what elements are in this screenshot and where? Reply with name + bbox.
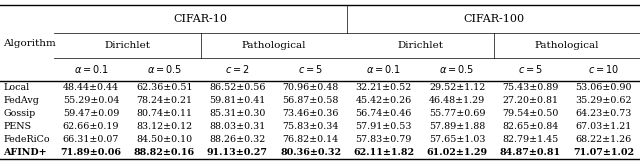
Text: 62.66±0.19: 62.66±0.19 xyxy=(63,122,119,131)
Text: 85.31±0.30: 85.31±0.30 xyxy=(209,109,266,118)
Text: Algorithm: Algorithm xyxy=(3,39,56,48)
Text: PENS: PENS xyxy=(3,122,31,131)
Text: 66.31±0.07: 66.31±0.07 xyxy=(63,135,119,144)
Text: 86.52±0.56: 86.52±0.56 xyxy=(209,83,266,93)
Text: 57.65±1.03: 57.65±1.03 xyxy=(429,135,485,144)
Text: 84.87±0.81: 84.87±0.81 xyxy=(500,148,561,157)
Text: 82.79±1.45: 82.79±1.45 xyxy=(502,135,558,144)
Text: 73.46±0.36: 73.46±0.36 xyxy=(282,109,339,118)
Text: 45.42±0.26: 45.42±0.26 xyxy=(356,96,412,105)
Text: 55.29±0.04: 55.29±0.04 xyxy=(63,96,119,105)
Text: 61.02±1.29: 61.02±1.29 xyxy=(426,148,488,157)
Text: $α = 0.5$: $α = 0.5$ xyxy=(147,64,182,75)
Text: 48.44±0.44: 48.44±0.44 xyxy=(63,83,119,93)
Text: FedeRiCo: FedeRiCo xyxy=(3,135,50,144)
Text: $c = 5$: $c = 5$ xyxy=(518,64,543,75)
Text: Dirichlet: Dirichlet xyxy=(397,41,444,50)
Text: FedAvg: FedAvg xyxy=(3,96,39,105)
Text: 70.96±0.48: 70.96±0.48 xyxy=(282,83,339,93)
Text: 71.07±1.02: 71.07±1.02 xyxy=(573,148,634,157)
Text: 62.11±1.82: 62.11±1.82 xyxy=(353,148,414,157)
Text: 71.89±0.06: 71.89±0.06 xyxy=(61,148,122,157)
Text: Dirichlet: Dirichlet xyxy=(104,41,150,50)
Text: $α = 0.5$: $α = 0.5$ xyxy=(440,64,474,75)
Text: 56.87±0.58: 56.87±0.58 xyxy=(282,96,339,105)
Text: AFIND+: AFIND+ xyxy=(3,148,47,157)
Text: 79.54±0.50: 79.54±0.50 xyxy=(502,109,558,118)
Text: CIFAR-100: CIFAR-100 xyxy=(463,14,524,24)
Text: Gossip: Gossip xyxy=(3,109,35,118)
Text: 84.50±0.10: 84.50±0.10 xyxy=(136,135,192,144)
Text: 64.23±0.73: 64.23±0.73 xyxy=(575,109,632,118)
Text: $c = 2$: $c = 2$ xyxy=(225,64,250,75)
Text: 80.36±0.32: 80.36±0.32 xyxy=(280,148,341,157)
Text: 75.83±0.34: 75.83±0.34 xyxy=(282,122,339,131)
Text: 82.65±0.84: 82.65±0.84 xyxy=(502,122,558,131)
Text: 88.03±0.31: 88.03±0.31 xyxy=(209,122,266,131)
Text: 32.21±0.52: 32.21±0.52 xyxy=(356,83,412,93)
Text: 83.12±0.12: 83.12±0.12 xyxy=(136,122,192,131)
Text: 55.77±0.69: 55.77±0.69 xyxy=(429,109,485,118)
Text: 53.06±0.90: 53.06±0.90 xyxy=(575,83,632,93)
Text: 62.36±0.51: 62.36±0.51 xyxy=(136,83,193,93)
Text: 88.82±0.16: 88.82±0.16 xyxy=(134,148,195,157)
Text: $α = 0.1$: $α = 0.1$ xyxy=(366,64,401,75)
Text: 88.26±0.32: 88.26±0.32 xyxy=(209,135,266,144)
Text: Pathological: Pathological xyxy=(534,41,599,50)
Text: 57.91±0.53: 57.91±0.53 xyxy=(356,122,412,131)
Text: 91.13±0.27: 91.13±0.27 xyxy=(207,148,268,157)
Text: 78.24±0.21: 78.24±0.21 xyxy=(136,96,192,105)
Text: $c = 10$: $c = 10$ xyxy=(588,64,619,75)
Text: 29.52±1.12: 29.52±1.12 xyxy=(429,83,485,93)
Text: 59.47±0.09: 59.47±0.09 xyxy=(63,109,119,118)
Text: Pathological: Pathological xyxy=(242,41,307,50)
Text: 75.43±0.89: 75.43±0.89 xyxy=(502,83,558,93)
Text: CIFAR-10: CIFAR-10 xyxy=(174,14,228,24)
Text: 68.22±1.26: 68.22±1.26 xyxy=(575,135,632,144)
Text: 57.89±1.88: 57.89±1.88 xyxy=(429,122,485,131)
Text: 59.81±0.41: 59.81±0.41 xyxy=(209,96,266,105)
Text: 35.29±0.62: 35.29±0.62 xyxy=(575,96,632,105)
Text: 76.82±0.14: 76.82±0.14 xyxy=(282,135,339,144)
Text: $c = 5$: $c = 5$ xyxy=(298,64,323,75)
Text: Local: Local xyxy=(3,83,29,93)
Text: 57.83±0.79: 57.83±0.79 xyxy=(356,135,412,144)
Text: 80.74±0.11: 80.74±0.11 xyxy=(136,109,192,118)
Text: 46.48±1.29: 46.48±1.29 xyxy=(429,96,485,105)
Text: 27.20±0.81: 27.20±0.81 xyxy=(502,96,558,105)
Text: 56.74±0.46: 56.74±0.46 xyxy=(356,109,412,118)
Text: $α = 0.1$: $α = 0.1$ xyxy=(74,64,108,75)
Text: 67.03±1.21: 67.03±1.21 xyxy=(575,122,632,131)
